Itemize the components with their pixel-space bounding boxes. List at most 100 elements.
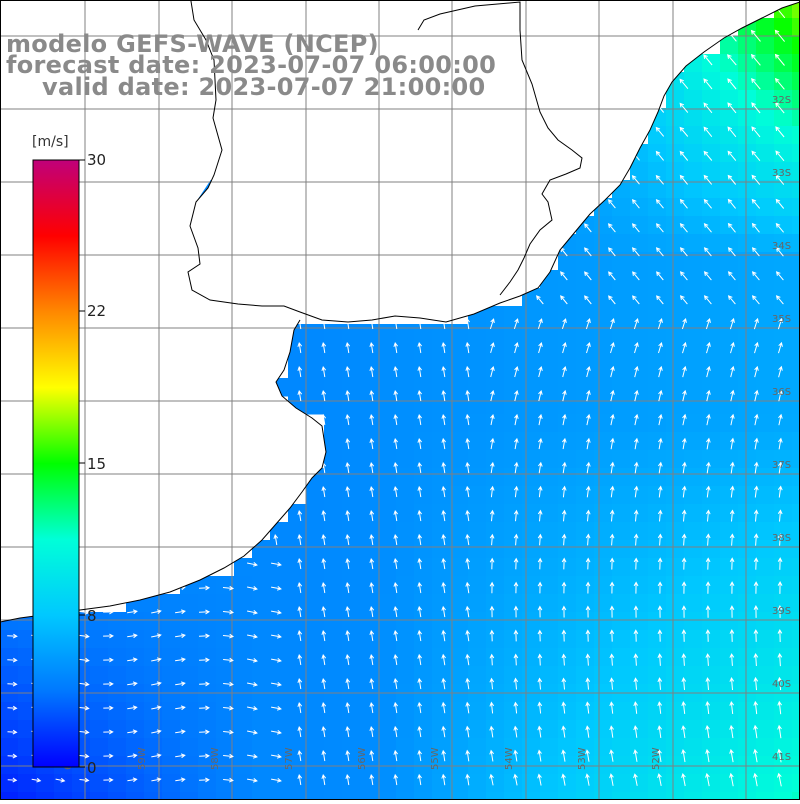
wind-arrow <box>513 485 519 498</box>
speed-cell <box>126 756 145 775</box>
wind-arrow <box>706 341 711 354</box>
speed-cell <box>396 594 415 613</box>
wind-arrow <box>297 749 303 762</box>
speed-cell <box>522 414 541 433</box>
wind-arrow <box>79 681 90 687</box>
speed-cell <box>594 540 613 559</box>
wind-arrow <box>610 413 615 426</box>
speed-cell <box>756 414 775 433</box>
speed-cell <box>666 756 685 775</box>
speed-cell <box>666 270 685 289</box>
wind-arrow <box>369 461 375 474</box>
speed-cell <box>738 666 757 685</box>
wind-arrow <box>345 725 351 738</box>
speed-cell <box>720 324 739 343</box>
speed-cell <box>162 756 181 775</box>
wind-arrow <box>631 198 640 209</box>
speed-cell <box>756 234 775 253</box>
wind-arrow <box>561 677 567 690</box>
speed-cell <box>198 702 217 721</box>
speed-cell <box>720 648 739 667</box>
speed-cell <box>342 792 361 804</box>
speed-cell <box>324 576 343 595</box>
speed-cell <box>684 792 703 804</box>
speed-cell <box>738 756 757 775</box>
wind-arrow <box>369 557 375 570</box>
speed-cell <box>576 648 595 667</box>
wind-arrow <box>247 706 258 711</box>
speed-cell <box>792 558 800 577</box>
wind-arrow <box>345 437 351 450</box>
speed-cell <box>324 504 343 523</box>
speed-cell <box>450 756 469 775</box>
speed-cell <box>306 504 325 523</box>
speed-cell <box>378 594 397 613</box>
wind-arrow <box>271 610 282 615</box>
speed-cell <box>216 594 235 613</box>
wind-arrow <box>585 725 590 738</box>
speed-cell <box>612 252 631 271</box>
speed-cell <box>486 630 505 649</box>
speed-cell <box>396 450 415 469</box>
speed-cell <box>522 594 541 613</box>
speed-cell <box>360 342 379 361</box>
wind-arrow <box>199 657 210 663</box>
wind-arrow <box>223 705 234 711</box>
speed-cell <box>504 666 523 685</box>
wind-arrow <box>705 700 711 715</box>
speed-cell <box>108 720 127 739</box>
wind-arrow <box>393 389 398 402</box>
speed-cell <box>432 666 451 685</box>
speed-cell <box>648 180 667 199</box>
speed-cell <box>180 594 199 613</box>
speed-cell <box>450 594 469 613</box>
wind-arrow <box>465 557 470 570</box>
speed-cell <box>558 486 577 505</box>
speed-cell <box>756 594 775 613</box>
wind-arrow <box>79 609 90 615</box>
speed-cell <box>558 666 577 685</box>
speed-cell <box>576 324 595 343</box>
speed-cell <box>486 792 505 804</box>
speed-cell <box>540 576 559 595</box>
speed-cell <box>576 792 595 804</box>
wind-arrow <box>703 102 713 114</box>
speed-cell <box>666 288 685 307</box>
wind-arrow <box>198 609 211 615</box>
speed-cell <box>522 630 541 649</box>
speed-cell <box>324 342 343 361</box>
speed-cell <box>648 774 667 793</box>
wind-arrow <box>393 365 398 378</box>
wind-arrow <box>681 557 687 570</box>
wind-arrow <box>393 749 398 762</box>
wind-arrow <box>490 389 495 402</box>
speed-cell <box>720 180 739 199</box>
speed-cell <box>612 774 631 793</box>
speed-cell <box>792 18 800 37</box>
speed-cell <box>648 558 667 577</box>
speed-cell <box>486 774 505 793</box>
speed-cell <box>432 756 451 775</box>
wind-arrow <box>489 653 495 666</box>
wind-arrow <box>633 485 639 498</box>
speed-cell <box>306 324 325 343</box>
wind-arrow <box>175 729 186 735</box>
speed-cell <box>702 432 721 451</box>
wind-arrow <box>729 581 735 594</box>
wind-arrow <box>417 389 422 402</box>
speed-cell <box>666 342 685 361</box>
wind-arrow <box>751 77 761 90</box>
speed-cell <box>576 504 595 523</box>
wind-arrow <box>513 605 519 618</box>
speed-cell <box>540 792 559 804</box>
speed-cell <box>756 288 775 307</box>
wind-arrow <box>393 773 398 786</box>
speed-cell <box>684 720 703 739</box>
wind-arrow <box>657 557 663 570</box>
speed-cell <box>576 666 595 685</box>
wind-arrow <box>369 677 375 690</box>
speed-cell <box>504 486 523 505</box>
speed-cell <box>0 738 19 757</box>
speed-cell <box>126 738 145 757</box>
wind-arrow <box>682 341 687 354</box>
